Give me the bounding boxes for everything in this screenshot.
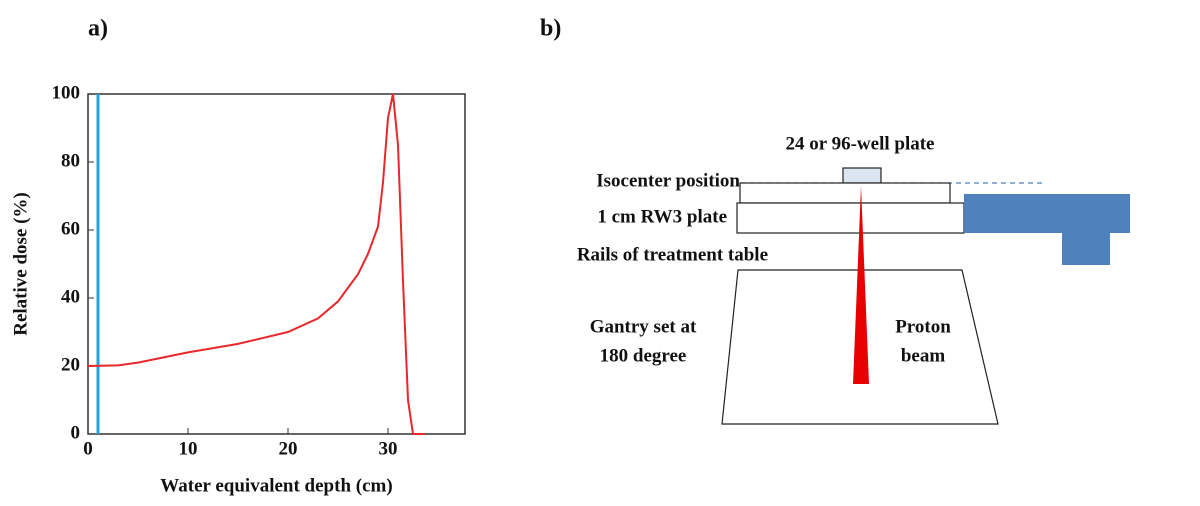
gantry-label: Gantry set at [590,316,697,337]
rw3-plate [736,202,965,234]
y-tick-label: 40 [61,286,80,307]
plate-label: 24 or 96-well plate [786,133,935,154]
y-tick-label: 60 [61,218,80,239]
x-axis-label: Water equivalent depth (cm) [160,475,392,496]
y-tick-label: 0 [71,422,81,443]
well-plate [842,167,882,184]
x-tick-label: 20 [279,438,298,459]
beam-label: beam [901,345,946,366]
rail [1062,232,1110,265]
chart: 0 20 40 60 80 100 0 10 20 30 Water equivalent dept… [10,82,466,496]
rail [964,194,1130,233]
diagram: 24 or 96-well plate Isocenter position 1… [577,133,1130,425]
rw3-label: 1 cm RW3 plate [597,206,727,227]
isocenter-label: Isocenter position [596,170,740,191]
panel-label: a) [88,16,108,42]
y-axis-label: Relative dose (%) [10,192,31,336]
top-plate [739,182,951,204]
plot-frame [87,93,466,435]
x-tick-label: 0 [83,438,93,459]
x-tick-label: 30 [379,438,398,459]
dose-curve [87,93,425,435]
proton-beam [853,186,869,384]
y-tick-label: 100 [52,82,81,103]
rails-label: Rails of treatment table [577,244,768,265]
y-tick-label: 20 [61,354,80,375]
x-tick-label: 10 [179,438,198,459]
beam-label: Proton [895,316,951,337]
panel-label: b) [540,16,561,42]
y-tick-label: 80 [61,150,80,171]
gantry-label: 180 degree [600,345,687,366]
